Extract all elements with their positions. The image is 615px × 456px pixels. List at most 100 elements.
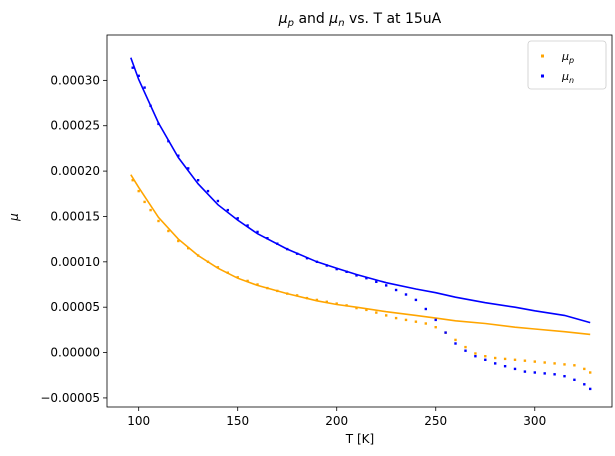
data-point-p-3 [149,208,152,212]
data-point-p-37 [484,355,487,358]
data-point-p-32 [434,326,437,329]
data-point-n-39 [503,365,507,368]
data-point-n-32 [434,318,437,322]
data-point-n-44 [553,373,556,376]
data-point-n-2 [143,86,146,89]
data-point-n-14 [256,230,259,234]
data-point-p-13 [246,279,249,283]
data-point-n-16 [276,242,279,245]
data-point-p-18 [295,294,299,297]
data-point-n-8 [196,179,200,182]
y-tick-label-3: 0.00010 [50,255,100,269]
data-point-n-34 [454,342,457,345]
data-point-p-47 [583,367,586,371]
data-point-p-19 [305,296,309,300]
data-point-n-3 [149,104,152,107]
data-point-n-9 [206,189,210,193]
data-point-n-11 [226,208,229,212]
data-point-p-6 [177,239,180,243]
y-tick-label-7: 0.00030 [50,73,100,87]
data-point-n-46 [573,378,576,381]
data-point-p-21 [325,300,328,303]
x-axis-title: T [K] [345,432,374,446]
data-point-p-10 [216,266,220,269]
data-point-p-8 [196,254,200,257]
svg-text:μp and μn vs. T at 15uA: μp and μn vs. T at 15uA [278,11,442,29]
data-point-n-21 [325,264,328,267]
data-point-n-35 [464,349,467,352]
data-point-p-48 [589,371,592,374]
data-point-p-44 [553,362,556,365]
data-point-n-15 [266,237,269,240]
data-point-n-41 [523,370,527,373]
data-point-n-40 [513,367,517,371]
data-point-p-14 [256,283,259,286]
data-point-n-0 [131,66,134,69]
data-point-p-28 [394,316,398,320]
data-point-n-43 [543,372,546,375]
data-point-p-11 [226,271,229,274]
chart-title: μp and μn vs. T at 15uA [278,11,442,29]
data-point-p-45 [563,363,566,366]
x-tick-label-250: 250 [424,414,447,428]
data-point-p-20 [315,298,319,302]
data-point-p-5 [167,229,170,233]
data-point-n-42 [533,371,536,374]
data-point-n-25 [365,277,368,280]
data-point-n-18 [295,252,299,255]
title-mu-p: μ [278,11,288,27]
data-point-p-41 [523,359,527,362]
data-point-n-45 [563,375,566,378]
legend-box [527,40,607,90]
data-point-p-26 [375,311,378,314]
data-point-p-36 [474,352,477,355]
title-and: and [294,11,329,27]
y-tick-label-0: −0.00005 [40,391,100,405]
data-point-n-47 [583,383,586,386]
data-point-p-24 [355,306,358,310]
legend-label-n: μn [561,70,574,85]
data-point-p-22 [335,302,338,305]
data-point-p-46 [573,364,576,367]
y-tick-label-5: 0.00020 [50,164,100,178]
data-point-n-33 [444,331,447,334]
data-point-n-23 [345,270,348,273]
y-tick-label-4: 0.00015 [50,209,100,223]
data-point-p-29 [404,318,408,322]
data-point-p-4 [157,219,160,223]
x-tick-label-300: 300 [523,414,546,428]
data-point-n-37 [484,358,487,361]
title-sub-p: p [287,18,294,29]
data-point-p-7 [187,247,190,250]
data-point-p-25 [365,308,368,312]
data-point-n-1 [137,74,140,77]
data-point-p-31 [424,322,427,325]
data-point-p-30 [414,320,418,323]
data-point-n-36 [474,355,477,358]
plot-frame [106,34,613,408]
data-point-n-27 [385,284,388,287]
data-point-n-6 [177,154,180,157]
data-point-n-12 [236,217,239,220]
title-rest: vs. T at 15uA [345,11,442,27]
data-point-p-16 [276,289,279,293]
y-tick-label-2: 0.00005 [50,300,100,314]
data-point-n-48 [589,387,592,391]
data-point-p-38 [494,356,497,360]
data-point-n-20 [315,260,319,263]
data-point-p-1 [137,189,140,193]
y-tick-label-1: 0.00000 [50,346,100,360]
data-point-p-2 [143,200,146,204]
data-point-n-38 [494,362,497,365]
data-point-p-17 [286,292,289,295]
data-point-n-13 [246,224,249,227]
data-point-p-27 [385,314,388,317]
data-point-p-35 [464,345,467,349]
data-point-n-22 [335,267,338,271]
data-point-p-40 [513,358,517,361]
data-point-p-39 [503,357,507,361]
data-point-n-31 [424,307,427,311]
data-point-n-29 [404,293,408,296]
y-axis-title: μ [7,213,21,222]
